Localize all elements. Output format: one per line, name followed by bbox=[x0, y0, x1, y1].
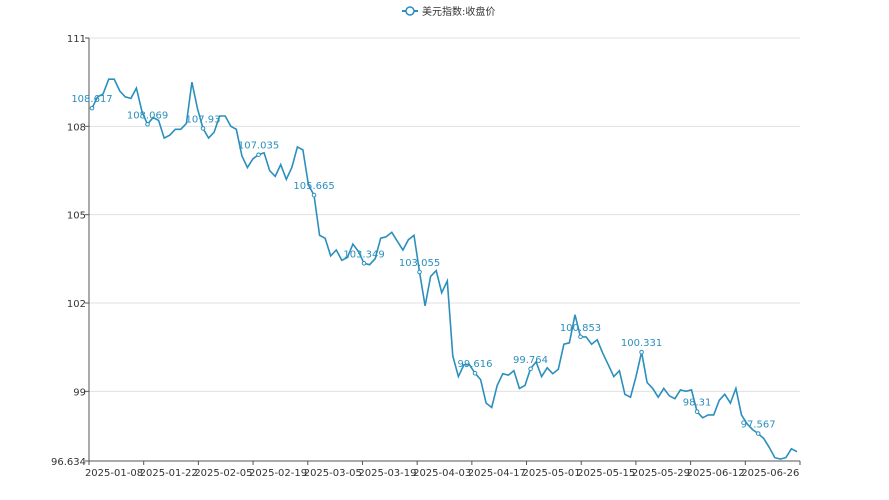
y-tick-label: 96.634 bbox=[51, 457, 86, 468]
x-axis-ticks: 2025-01-082025-01-222025-02-052025-02-19… bbox=[85, 461, 801, 479]
y-tick-label: 108 bbox=[67, 122, 86, 133]
x-tick-label: 2025-02-05 bbox=[194, 468, 252, 479]
data-label: 100.853 bbox=[560, 323, 601, 334]
data-label: 103.349 bbox=[343, 249, 384, 260]
data-point bbox=[472, 370, 478, 376]
x-tick-label: 2025-01-22 bbox=[140, 468, 198, 479]
y-tick-label: 102 bbox=[67, 299, 86, 310]
data-label: 99.616 bbox=[458, 359, 493, 370]
x-tick-label: 2025-05-15 bbox=[577, 468, 635, 479]
grid-lines bbox=[89, 37, 800, 392]
data-label: 107.035 bbox=[238, 141, 279, 152]
x-tick-label: 2025-03-19 bbox=[358, 468, 416, 479]
data-label: 107.93 bbox=[186, 114, 221, 125]
data-label: 108.069 bbox=[127, 110, 168, 121]
x-tick-label: 2025-05-29 bbox=[632, 468, 690, 479]
data-point bbox=[256, 152, 261, 158]
x-tick-label: 2025-04-03 bbox=[413, 468, 471, 479]
data-point bbox=[639, 349, 644, 355]
data-label: 99.764 bbox=[513, 355, 548, 366]
data-label: 97.567 bbox=[741, 420, 776, 431]
data-point bbox=[755, 431, 761, 436]
x-tick-label: 2025-05-01 bbox=[522, 468, 580, 479]
data-point bbox=[200, 126, 206, 131]
data-point bbox=[694, 409, 700, 414]
data-point bbox=[578, 334, 583, 340]
legend-marker-icon bbox=[405, 6, 415, 16]
data-point bbox=[528, 366, 533, 372]
legend-label: 美元指数:收盘价 bbox=[422, 5, 495, 18]
series-line bbox=[91, 78, 798, 460]
x-tick-label: 2025-01-08 bbox=[85, 468, 143, 479]
legend[interactable]: 美元指数:收盘价 bbox=[402, 5, 495, 18]
y-axis-ticks: 96.634 99 102 105 108 111 bbox=[51, 34, 89, 468]
data-point bbox=[417, 269, 422, 275]
data-point bbox=[361, 260, 367, 266]
y-tick-label: 99 bbox=[73, 387, 86, 398]
data-labels: 108.617 108.069 107.93 107.035 105.665 103.34… bbox=[71, 94, 776, 436]
data-point bbox=[145, 122, 150, 127]
y-tick-label: 111 bbox=[67, 34, 86, 45]
data-label: 108.617 bbox=[71, 94, 112, 105]
data-point bbox=[311, 192, 317, 198]
data-label: 98.31 bbox=[683, 398, 712, 409]
x-tick-label: 2025-06-26 bbox=[741, 468, 799, 479]
x-tick-label: 2025-02-19 bbox=[249, 468, 307, 479]
data-label: 103.055 bbox=[399, 258, 440, 269]
data-label: 105.665 bbox=[293, 181, 334, 192]
x-tick-label: 2025-06-12 bbox=[687, 468, 745, 479]
x-tick-label: 2025-03-05 bbox=[304, 468, 362, 479]
x-tick-label: 2025-04-17 bbox=[468, 468, 526, 479]
axes bbox=[88, 38, 800, 462]
y-tick-label: 105 bbox=[67, 211, 86, 222]
data-label: 100.331 bbox=[621, 338, 662, 349]
data-point bbox=[89, 105, 95, 111]
